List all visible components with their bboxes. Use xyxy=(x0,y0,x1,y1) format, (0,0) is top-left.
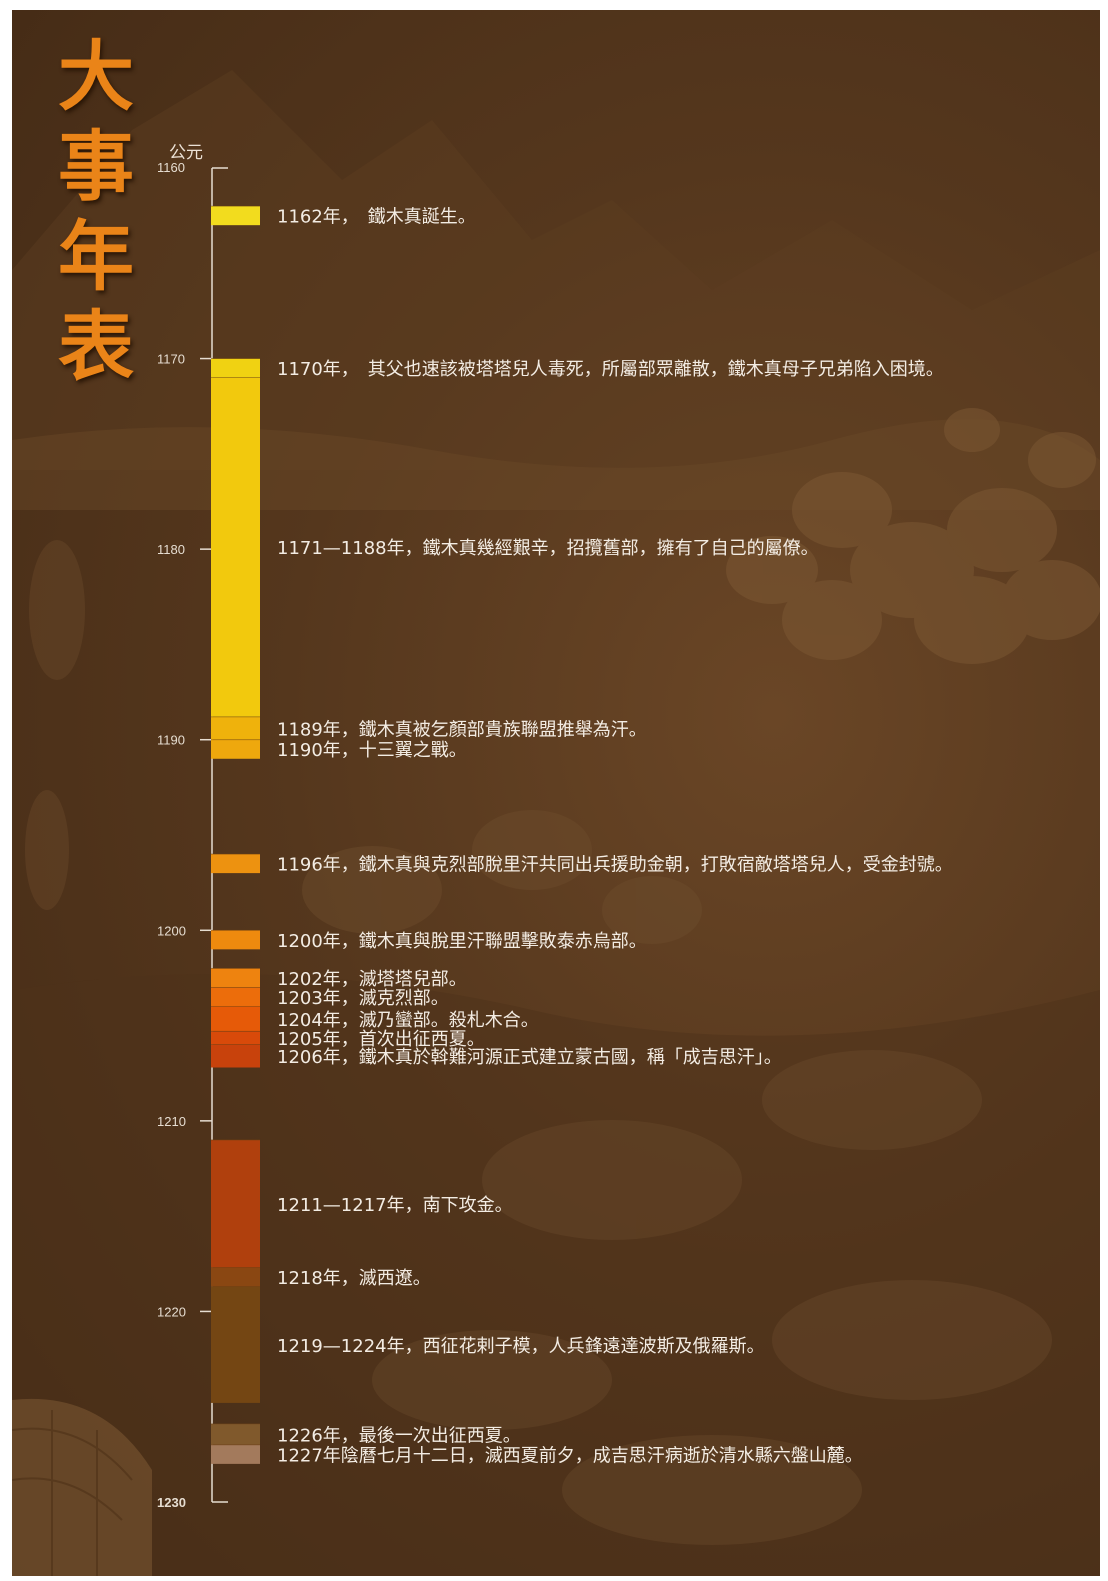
title-char: 年 xyxy=(58,212,134,301)
timeline-chart: 1160 1170 1180 1190 1200 1210 1220 1230 1162年， … xyxy=(157,160,953,1510)
tick-label: 1180 xyxy=(157,542,185,557)
event-label: 1170年， 其父也速該被塔塔兒人毒死，所屬部眾離散，鐵木真母子兄弟陷入困境。 xyxy=(277,359,944,380)
era-label: 公元 xyxy=(169,143,203,163)
event-label: 1190年，十三翼之戰。 xyxy=(277,740,467,761)
event-bar xyxy=(211,377,260,717)
event-bar xyxy=(211,1031,260,1045)
event-label: 1203年，滅克烈部。 xyxy=(277,988,449,1009)
tick-label: 1200 xyxy=(157,923,186,938)
event-label: 1227年陰曆七月十二日，滅西夏前夕，成吉思汗病逝於清水縣六盤山麓。 xyxy=(277,1445,863,1466)
event-label: 1205年，首次出征西夏。 xyxy=(277,1029,485,1050)
event-label: 1202年，滅塔塔兒部。 xyxy=(277,969,467,990)
event-bar xyxy=(211,854,260,874)
event-label: 1196年，鐵木真與克烈部脫里汗共同出兵援助金朝，打敗宿敵塔塔兒人，受金封號。 xyxy=(277,855,953,876)
event-label: 1204年，滅乃蠻部。殺札木合。 xyxy=(277,1010,539,1031)
event-label: 1219—1224年，西征花剌子模，人兵鋒遠達波斯及俄羅斯。 xyxy=(277,1336,765,1357)
tick-label: 1210 xyxy=(157,1114,186,1129)
tick-label: 1160 xyxy=(157,160,185,175)
event-bar xyxy=(211,1286,260,1403)
event-bar xyxy=(211,987,260,1007)
page-title: 大 事 年 表 xyxy=(50,32,142,392)
tick-label: 1170 xyxy=(157,352,185,367)
event-label: 1218年，滅西遼。 xyxy=(277,1268,431,1289)
event-label: 1162年， 鐵木真誕生。 xyxy=(277,207,476,228)
title-char: 大 xyxy=(58,32,134,121)
event-bar xyxy=(211,206,260,226)
event-bar xyxy=(211,1139,260,1268)
background-painting xyxy=(12,70,1100,1576)
tick-label: 1220 xyxy=(157,1304,186,1319)
event-label: 1226年，最後一次出征西夏。 xyxy=(277,1425,521,1446)
event-label: 1189年，鐵木真被乞顏部貴族聯盟推舉為汗。 xyxy=(277,719,647,740)
event-bar xyxy=(211,1423,260,1445)
event-label: 1171—1188年，鐵木真幾經艱辛，招攬舊部，擁有了自己的屬僚。 xyxy=(277,538,819,559)
title-char: 表 xyxy=(58,302,134,391)
event-bar xyxy=(211,1267,260,1287)
tick-label: 1190 xyxy=(157,733,185,748)
tick-label: 1230 xyxy=(157,1495,186,1510)
event-bar xyxy=(211,1044,260,1068)
event-bar xyxy=(211,716,260,740)
event-label: 1206年，鐵木真於斡難河源正式建立蒙古國，稱「成吉思汗」。 xyxy=(277,1047,782,1068)
title-char: 事 xyxy=(58,122,134,211)
event-bar xyxy=(211,1006,260,1032)
event-bar xyxy=(211,358,260,378)
event-bar xyxy=(211,930,260,950)
event-bar xyxy=(211,1444,260,1464)
event-bar xyxy=(211,968,260,988)
event-label: 1211—1217年，南下攻金。 xyxy=(277,1195,513,1216)
event-bar xyxy=(211,739,260,759)
timeline-poster: 大 事 年 表 公元 1160 1170 1180 1190 1200 1210 1220 1… xyxy=(12,10,1100,1576)
event-label: 1200年，鐵木真與脫里汗聯盟擊敗泰赤烏部。 xyxy=(277,931,647,952)
